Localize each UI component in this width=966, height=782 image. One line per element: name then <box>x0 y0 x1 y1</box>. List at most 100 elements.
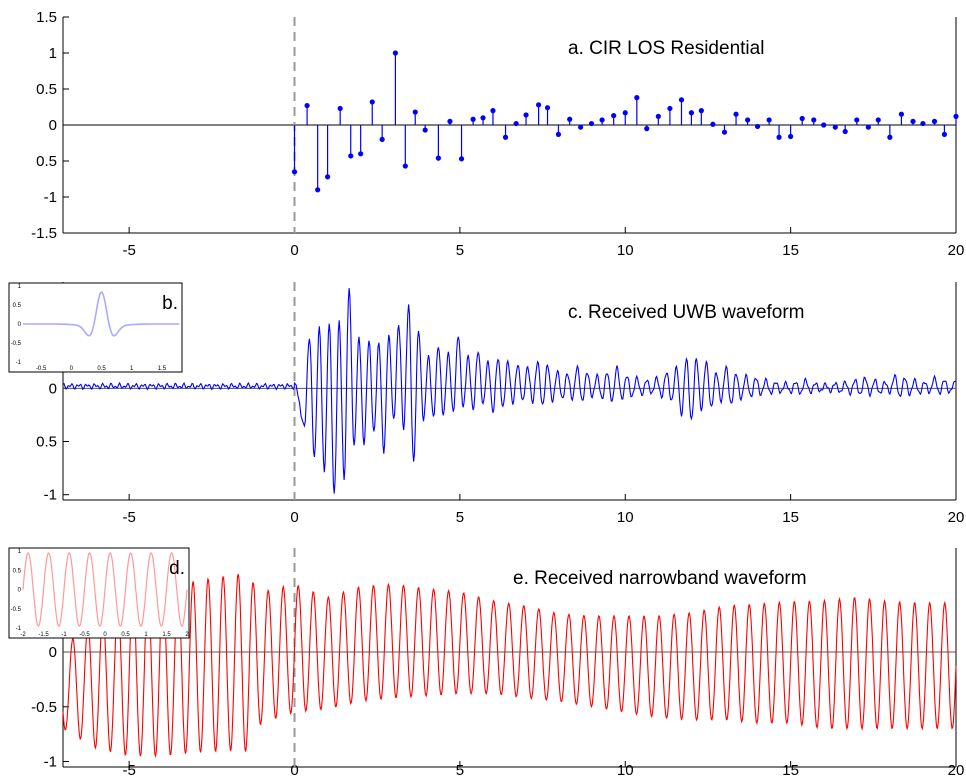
x-tick-label: 20 <box>948 509 965 526</box>
x-tick-label: 5 <box>456 242 464 259</box>
stem-marker <box>611 113 617 119</box>
panel-cir: -5 0 5 10 15 20 1.5 1 0.5 0 0.5 -1 -1.5 a. CIR LOS Re… <box>31 9 964 259</box>
stem-marker <box>567 116 573 122</box>
stem-marker <box>811 117 817 123</box>
stem-marker <box>887 134 893 140</box>
stem-marker <box>865 124 871 130</box>
stem-marker <box>304 102 310 109</box>
inset-y-tick-label: -1 <box>16 360 22 366</box>
inset-x-tick-label: -0.5 <box>79 632 90 638</box>
stem-marker <box>588 120 595 127</box>
stem-marker <box>655 113 661 119</box>
stem-marker <box>698 108 704 114</box>
y-tick-label: -0.5 <box>31 699 57 716</box>
inset-y-tick-label: 0.5 <box>13 568 22 574</box>
y-tick-label: 0.5 <box>36 153 57 170</box>
y-tick-label: 0.5 <box>36 434 57 451</box>
inset-sinusoid: -2 -1.5 -1 -0.5 0 0.5 1 1.5 2 1 0.5 0 -0.5 -1 d. <box>8 547 190 639</box>
y-tick-label: 1 <box>49 45 57 62</box>
stem-marker <box>766 117 772 123</box>
stem-marker <box>644 126 650 132</box>
chart-title: c. Received UWB waveform <box>568 302 805 323</box>
inset-x-tick-label: 1 <box>144 632 148 638</box>
stem-marker <box>821 122 827 128</box>
stem-marker <box>953 113 959 119</box>
stem-marker <box>733 111 739 117</box>
x-tick-label: 10 <box>617 242 634 259</box>
y-tick-label: 0.5 <box>36 81 57 98</box>
stem-marker <box>721 129 728 135</box>
stem-marker <box>523 112 529 118</box>
stem-marker <box>667 105 673 112</box>
x-tick-label: -5 <box>122 509 135 526</box>
inset-x-tick-label: 0 <box>103 632 107 638</box>
stem-marker <box>678 97 685 103</box>
stem-marker <box>688 110 695 116</box>
stem-marker <box>599 117 605 123</box>
inset-x-tick-label: 0.5 <box>97 366 106 372</box>
inset-y-tick-label: 0.5 <box>13 303 22 309</box>
stem-marker <box>348 153 354 159</box>
y-tick-label: -1.5 <box>31 225 57 242</box>
stem-marker <box>622 110 628 116</box>
stem-marker <box>412 109 418 115</box>
stem-marker <box>854 117 860 123</box>
inset-x-tick-label: -1 <box>61 632 67 638</box>
stem-marker <box>910 118 916 124</box>
stem-marker <box>788 133 794 140</box>
narrowband-waveform <box>62 574 957 758</box>
stem-marker <box>480 115 486 121</box>
stem-marker <box>358 151 364 157</box>
x-tick-label: -5 <box>122 242 135 259</box>
stem-marker <box>931 118 938 124</box>
y-tick-label: 0 <box>49 380 57 397</box>
stem-marker <box>402 163 408 169</box>
panel-narrowband: -5 0 5 10 15 200-0.5-1e. Received narrowband … <box>31 548 964 779</box>
y-tick-label: 0 <box>49 117 57 134</box>
inset-x-tick-label: 1 <box>130 366 134 372</box>
inset-x-tick-label: -1.5 <box>38 632 49 638</box>
stem-marker <box>458 156 465 162</box>
x-tick-label: 15 <box>782 509 799 526</box>
stem-marker <box>379 136 385 142</box>
inset-pulse: -0.5 0 0.5 1 1.5 1 0.5 0 -0.5 -1 b. <box>8 282 183 373</box>
inset-x-tick-label: 0.5 <box>121 632 130 638</box>
stem-marker <box>422 127 428 133</box>
stem-marker <box>490 108 496 114</box>
stem-marker <box>369 99 375 105</box>
x-tick-label: -5 <box>122 762 135 779</box>
y-tick-label: -1 <box>44 754 57 771</box>
stem-marker <box>435 155 441 161</box>
inset-pulse-curve <box>23 291 180 337</box>
chart-title: a. CIR LOS Residential <box>568 38 764 59</box>
stem-marker <box>544 105 551 111</box>
inset-x-tick-label: 1.5 <box>162 632 171 638</box>
inset-letter: d. <box>169 558 185 579</box>
stem-marker <box>634 95 640 101</box>
stem-marker <box>898 111 905 117</box>
inset-x-tick-label: -2 <box>20 632 26 638</box>
chart-title: e. Received narrowband waveform <box>513 568 807 589</box>
stem-marker <box>392 50 398 56</box>
inset-y-tick-label: 1 <box>18 284 22 290</box>
inset-y-tick-label: 1 <box>18 549 22 555</box>
x-tick-label: 5 <box>456 509 464 526</box>
stem-marker <box>470 116 476 122</box>
stem-marker <box>842 128 848 135</box>
inset-y-tick-label: -0.5 <box>11 341 22 347</box>
x-tick-label: 10 <box>617 762 634 779</box>
inset-y-tick-label: -1 <box>16 626 22 632</box>
stem-marker <box>776 134 782 140</box>
x-tick-label: 0 <box>290 242 298 259</box>
y-tick-label: -1 <box>44 189 57 206</box>
x-tick-label: 20 <box>948 762 965 779</box>
stem-marker <box>578 124 584 130</box>
inset-x-tick-label: -0.5 <box>36 366 47 372</box>
stem-marker <box>337 105 343 112</box>
inset-x-tick-label: 2 <box>185 632 189 638</box>
inset-sinusoid-curve <box>22 552 188 627</box>
x-tick-label: 20 <box>948 242 965 259</box>
x-tick-label: 10 <box>617 509 634 526</box>
